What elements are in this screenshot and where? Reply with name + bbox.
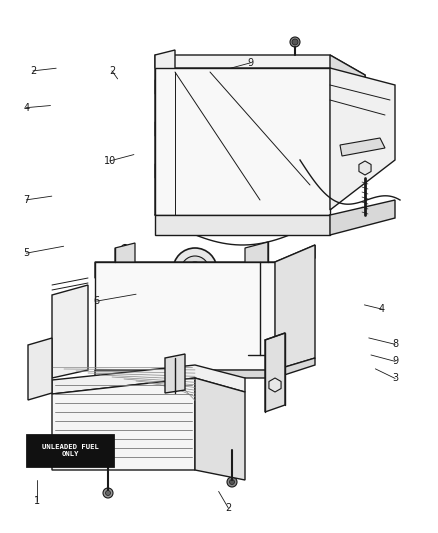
Text: 7: 7 [23, 195, 29, 205]
Text: 2: 2 [109, 66, 115, 76]
Polygon shape [155, 116, 175, 136]
Circle shape [248, 61, 251, 63]
Polygon shape [155, 215, 329, 235]
Circle shape [273, 61, 276, 63]
FancyBboxPatch shape [27, 435, 113, 466]
Text: 2: 2 [30, 66, 36, 76]
Polygon shape [155, 158, 175, 178]
Text: 5: 5 [23, 248, 29, 258]
Text: 9: 9 [391, 357, 397, 366]
Polygon shape [28, 338, 52, 400]
Polygon shape [95, 358, 314, 378]
Polygon shape [329, 200, 394, 235]
Circle shape [298, 61, 301, 63]
Polygon shape [339, 138, 384, 156]
Circle shape [173, 61, 176, 63]
Circle shape [223, 61, 226, 63]
Polygon shape [329, 68, 394, 210]
Circle shape [226, 477, 237, 487]
Circle shape [121, 245, 128, 252]
Polygon shape [95, 245, 314, 278]
Polygon shape [52, 365, 244, 394]
Polygon shape [155, 50, 175, 215]
Circle shape [290, 37, 299, 47]
Polygon shape [329, 55, 364, 88]
Text: UNLEADED FUEL
ONLY: UNLEADED FUEL ONLY [42, 444, 99, 457]
Circle shape [105, 490, 110, 496]
Text: 6: 6 [93, 296, 99, 306]
Circle shape [187, 262, 202, 278]
Text: 1: 1 [34, 496, 40, 506]
Text: 10: 10 [103, 156, 116, 166]
Circle shape [180, 256, 208, 284]
Circle shape [360, 148, 368, 156]
Polygon shape [52, 285, 88, 378]
Circle shape [198, 61, 201, 63]
Circle shape [318, 61, 321, 63]
Polygon shape [268, 378, 280, 392]
Circle shape [173, 248, 216, 292]
Text: 4: 4 [23, 103, 29, 112]
Circle shape [229, 480, 234, 484]
Text: 3: 3 [391, 374, 397, 383]
Text: 8: 8 [391, 340, 397, 349]
Circle shape [291, 39, 297, 45]
Polygon shape [155, 74, 175, 94]
Text: 9: 9 [247, 58, 253, 68]
Polygon shape [52, 378, 194, 470]
Polygon shape [274, 245, 314, 370]
Polygon shape [165, 354, 184, 393]
Polygon shape [95, 262, 274, 370]
Text: 4: 4 [378, 304, 384, 314]
Polygon shape [155, 68, 329, 215]
Polygon shape [244, 242, 267, 262]
Polygon shape [194, 378, 244, 480]
Circle shape [103, 488, 113, 498]
Polygon shape [155, 55, 364, 88]
Polygon shape [115, 243, 135, 262]
Text: 2: 2 [225, 503, 231, 513]
Polygon shape [265, 333, 284, 412]
Polygon shape [358, 161, 370, 175]
